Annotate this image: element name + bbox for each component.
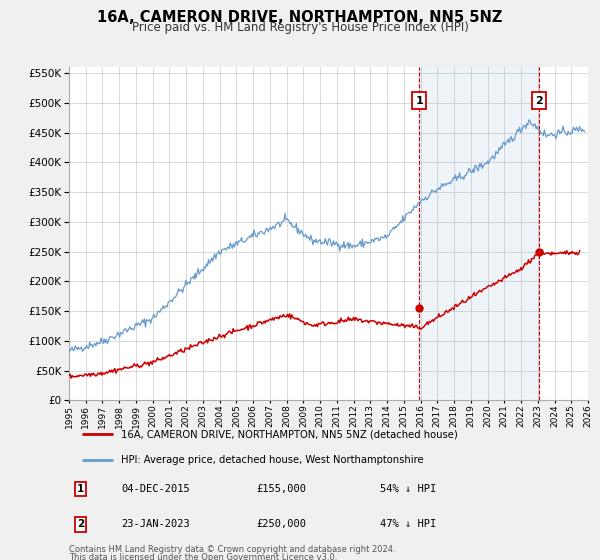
Text: 1: 1 (415, 96, 423, 105)
Text: HPI: Average price, detached house, West Northamptonshire: HPI: Average price, detached house, West… (121, 455, 424, 465)
Text: 2: 2 (77, 519, 84, 529)
Text: 16A, CAMERON DRIVE, NORTHAMPTON, NN5 5NZ (detached house): 16A, CAMERON DRIVE, NORTHAMPTON, NN5 5NZ… (121, 430, 458, 440)
Text: 47% ↓ HPI: 47% ↓ HPI (380, 519, 437, 529)
Text: 16A, CAMERON DRIVE, NORTHAMPTON, NN5 5NZ: 16A, CAMERON DRIVE, NORTHAMPTON, NN5 5NZ (97, 10, 503, 25)
Text: 54% ↓ HPI: 54% ↓ HPI (380, 484, 437, 494)
Text: 2: 2 (535, 96, 542, 105)
Bar (419, 67, 539, 400)
Text: This data is licensed under the Open Government Licence v3.0.: This data is licensed under the Open Gov… (69, 553, 337, 560)
Text: 04-DEC-2015: 04-DEC-2015 (121, 484, 190, 494)
Text: Price paid vs. HM Land Registry's House Price Index (HPI): Price paid vs. HM Land Registry's House … (131, 21, 469, 34)
Text: £155,000: £155,000 (256, 484, 306, 494)
Text: 1: 1 (77, 484, 84, 494)
Text: 23-JAN-2023: 23-JAN-2023 (121, 519, 190, 529)
Text: Contains HM Land Registry data © Crown copyright and database right 2024.: Contains HM Land Registry data © Crown c… (69, 545, 395, 554)
Text: £250,000: £250,000 (256, 519, 306, 529)
